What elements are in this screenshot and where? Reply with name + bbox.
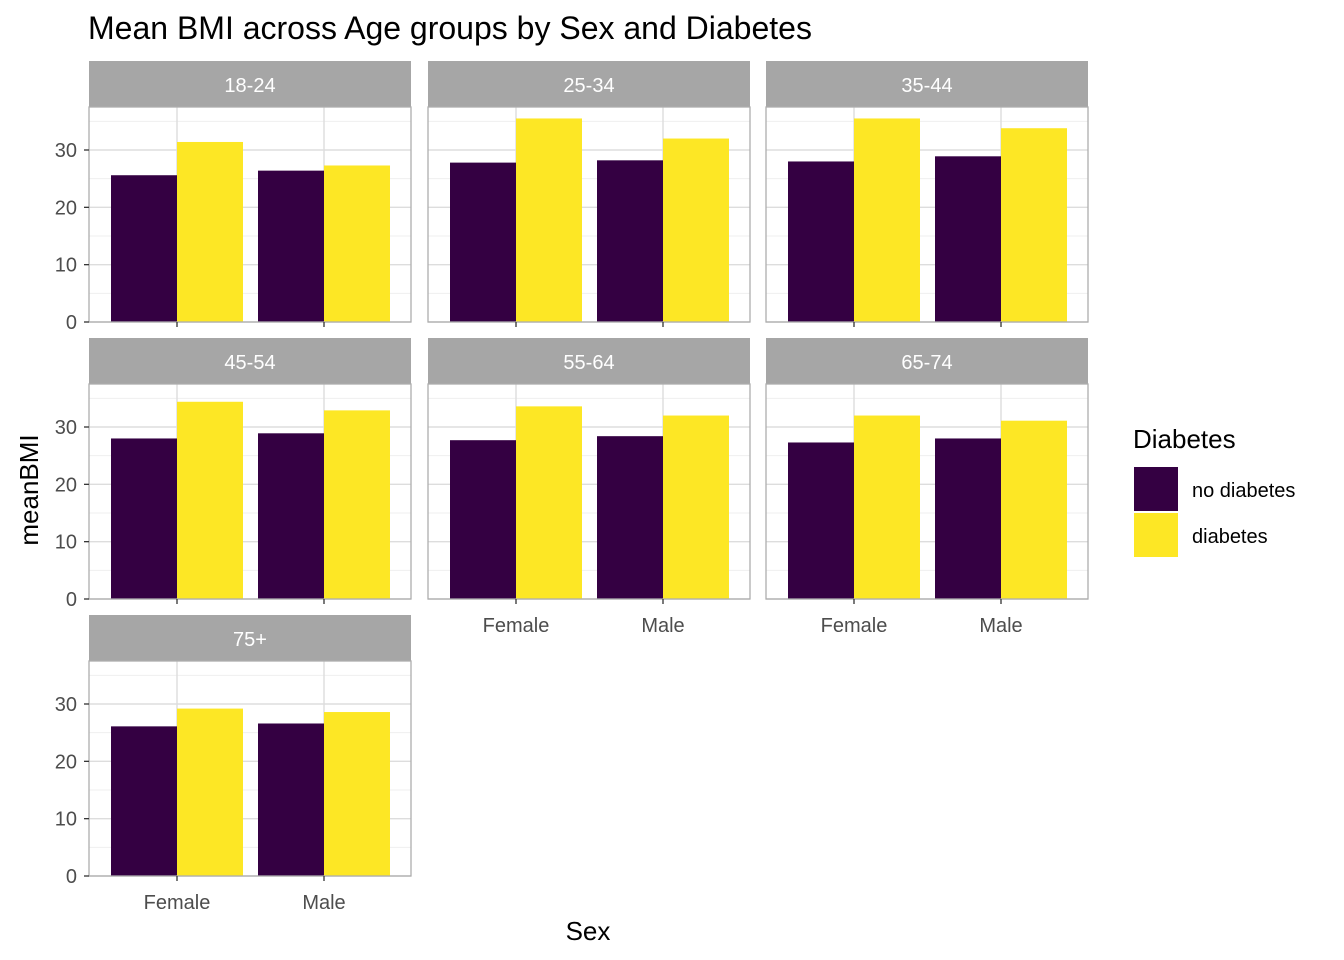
bar <box>854 415 920 599</box>
facet-strip <box>89 61 411 107</box>
y-tick-label: 20 <box>55 474 77 496</box>
bar <box>324 410 390 599</box>
facet-strip <box>766 338 1088 384</box>
legend-swatch <box>1134 467 1178 511</box>
bar <box>258 433 324 599</box>
panel-border <box>427 106 751 323</box>
facet-strip <box>766 61 1088 107</box>
bar <box>111 175 177 322</box>
bar <box>663 415 729 599</box>
legend: Diabetes no diabetes diabetes <box>1133 424 1295 557</box>
facet-strip-label: 18-24 <box>224 75 275 97</box>
x-tick-label: Male <box>641 615 684 637</box>
bar <box>597 436 663 599</box>
bar <box>111 726 177 876</box>
facet-panel: 75+ 0 10 20 30 Female Male <box>55 615 412 914</box>
bar <box>450 440 516 599</box>
y-tick-label: 10 <box>55 809 77 831</box>
x-tick-label: Male <box>302 892 345 914</box>
bar <box>324 165 390 322</box>
facet-panel: 18-24 0 10 20 30 <box>55 61 412 334</box>
y-tick-label: 0 <box>66 312 77 334</box>
legend-swatch <box>1134 513 1178 557</box>
bar <box>597 160 663 322</box>
facet-panels: 18-24 0 10 20 30 25-34 35-44 45-54 0 10 20 30 55-64 F… <box>55 61 1089 914</box>
panel-border <box>427 383 751 600</box>
y-tick-label: 0 <box>66 589 77 611</box>
y-tick-label: 20 <box>55 197 77 219</box>
bar <box>258 170 324 322</box>
bar <box>177 401 243 599</box>
panel-border <box>88 660 412 877</box>
facet-strip <box>89 338 411 384</box>
facet-strip-label: 75+ <box>233 629 267 651</box>
bar <box>177 141 243 322</box>
facet-strip <box>428 61 750 107</box>
x-tick-label: Female <box>821 615 888 637</box>
legend-label: diabetes <box>1192 526 1268 548</box>
facet-panel: 35-44 <box>765 61 1089 327</box>
bar <box>935 438 1001 599</box>
panel-border <box>88 106 412 323</box>
facet-panel: 55-64 Female Male <box>427 338 751 637</box>
facet-strip <box>428 338 750 384</box>
facet-strip-label: 55-64 <box>563 352 614 374</box>
facet-panel: 65-74 Female Male <box>765 338 1089 637</box>
bar <box>1001 128 1067 322</box>
bar <box>854 118 920 322</box>
y-tick-label: 30 <box>55 140 77 162</box>
facet-strip-label: 45-54 <box>224 352 275 374</box>
bar <box>258 723 324 876</box>
facet-panel: 25-34 <box>427 61 751 327</box>
y-tick-label: 10 <box>55 255 77 277</box>
y-axis-title: meanBMI <box>14 434 44 545</box>
facet-strip-label: 35-44 <box>901 75 952 97</box>
bar <box>324 712 390 876</box>
bar <box>450 162 516 322</box>
y-tick-label: 0 <box>66 866 77 888</box>
x-tick-label: Female <box>144 892 211 914</box>
bar <box>788 442 854 599</box>
legend-label: no diabetes <box>1192 480 1295 502</box>
facet-strip-label: 65-74 <box>901 352 952 374</box>
bar <box>788 161 854 322</box>
y-tick-label: 10 <box>55 532 77 554</box>
bar <box>111 438 177 599</box>
facet-strip <box>89 615 411 661</box>
chart-title: Mean BMI across Age groups by Sex and Di… <box>88 10 812 46</box>
x-axis-title: Sex <box>566 916 611 946</box>
panel-border <box>765 106 1089 323</box>
y-tick-label: 20 <box>55 751 77 773</box>
panel-border <box>765 383 1089 600</box>
y-tick-label: 30 <box>55 694 77 716</box>
bar <box>177 708 243 876</box>
legend-title: Diabetes <box>1133 424 1236 454</box>
x-tick-label: Male <box>979 615 1022 637</box>
bar <box>516 118 582 322</box>
bar <box>1001 420 1067 599</box>
bar <box>516 406 582 599</box>
bar <box>663 138 729 322</box>
panel-border <box>88 383 412 600</box>
x-tick-label: Female <box>483 615 550 637</box>
facet-panel: 45-54 0 10 20 30 <box>55 338 412 611</box>
facet-strip-label: 25-34 <box>563 75 614 97</box>
bar <box>935 156 1001 322</box>
y-tick-label: 30 <box>55 417 77 439</box>
